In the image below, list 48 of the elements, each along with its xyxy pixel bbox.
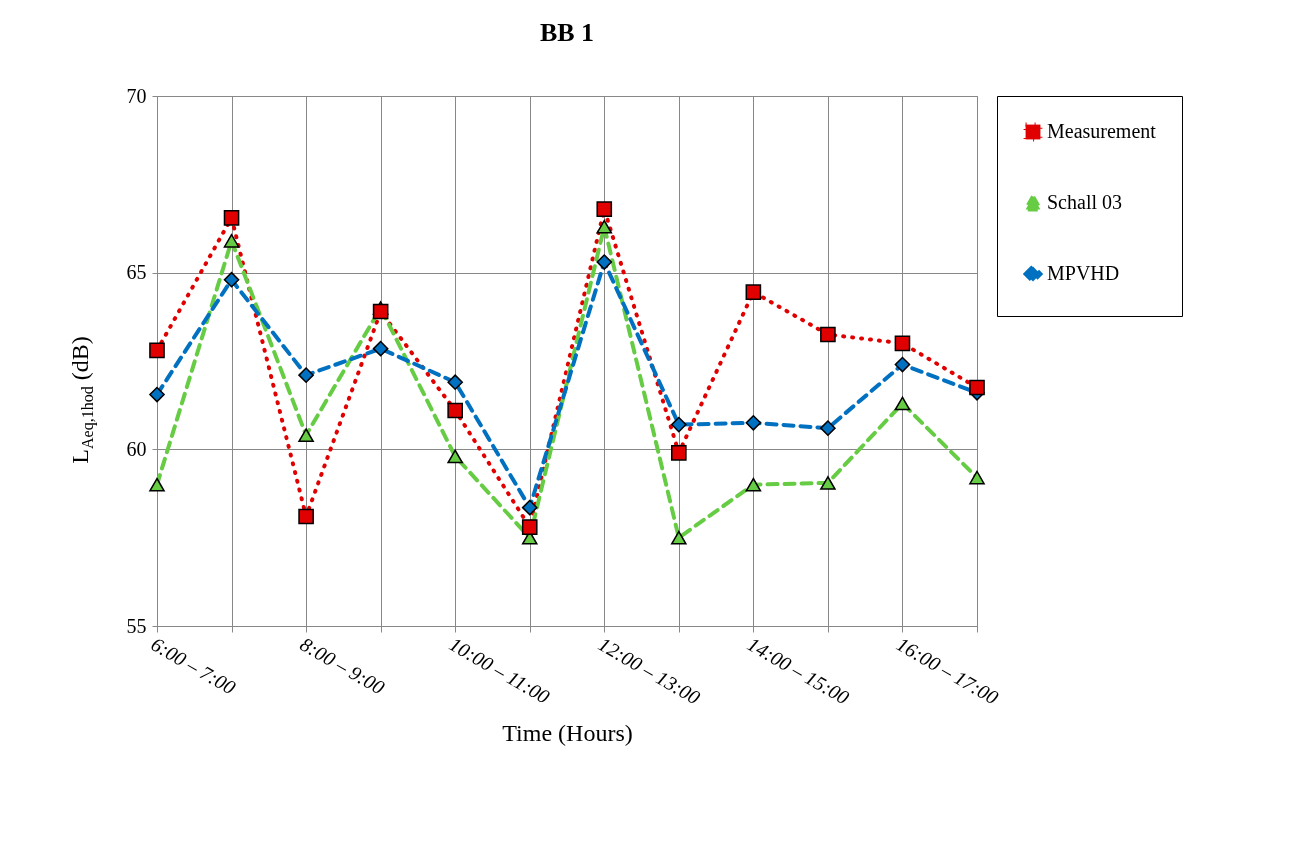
legend-label: MPVHD: [1047, 262, 1120, 284]
point: [745, 477, 762, 492]
point: [149, 477, 165, 492]
y-tick-label: 60: [126, 437, 147, 460]
point: [223, 233, 240, 248]
point: [894, 335, 911, 352]
chart-title: BB 1: [539, 18, 595, 47]
point: [894, 396, 911, 411]
point: [745, 284, 762, 300]
point: [969, 379, 985, 396]
y-tick-label: 65: [126, 261, 147, 284]
point: [298, 428, 314, 443]
point: [521, 519, 538, 535]
point: [149, 342, 165, 359]
x-tick-label: 8:00 – 9:00: [296, 632, 389, 699]
point: [447, 449, 463, 464]
point: [372, 340, 389, 357]
point: [894, 356, 911, 373]
point: [372, 303, 389, 320]
point: [820, 476, 836, 490]
x-tick-label: 12:00 – 13:00: [594, 632, 704, 709]
point: [969, 470, 985, 485]
y-tick-label: 55: [126, 614, 147, 637]
point: [298, 367, 314, 383]
legend-label: Measurement: [1047, 120, 1157, 142]
point: [149, 386, 165, 403]
point: [223, 271, 240, 288]
point: [596, 201, 613, 217]
point: [745, 415, 762, 431]
y-tick-label: 70: [126, 84, 147, 107]
x-tick-label: 16:00 – 17:00: [892, 632, 1003, 709]
point: [596, 254, 613, 270]
point: [820, 326, 836, 343]
point: [447, 402, 463, 419]
point: [671, 416, 687, 433]
point: [671, 445, 687, 461]
legend-label: Schall 03: [1047, 191, 1122, 213]
point: [447, 374, 463, 391]
point: [596, 219, 613, 234]
point: [671, 530, 687, 545]
x-tick-label: 6:00 – 7:00: [147, 632, 240, 699]
point: [223, 210, 240, 226]
x-tick-label: 14:00 – 15:00: [743, 632, 854, 709]
point: [820, 420, 836, 436]
point: [298, 508, 314, 525]
x-axis-title: Time (Hours): [502, 720, 633, 747]
x-tick-label: 10:00 – 11:00: [445, 632, 554, 708]
point: [521, 499, 538, 516]
